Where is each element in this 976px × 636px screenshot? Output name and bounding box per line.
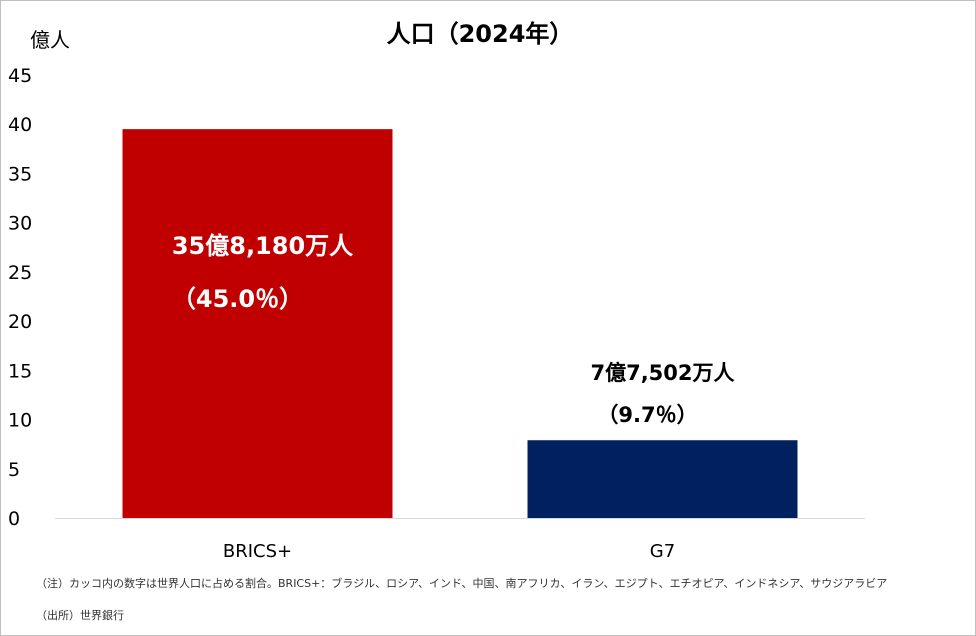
y-tick-label: 20 [8,311,32,333]
data-label-value: 35億8,180万人 [172,232,353,260]
y-tick-label: 35 [8,163,32,185]
category-labels: BRICS+ G7 [223,541,675,562]
bar-g7 [527,440,798,518]
y-tick-label: 45 [8,65,32,87]
data-label-share: （45.0％） [172,285,303,313]
y-tick-label: 15 [8,360,32,382]
source-note: （出所）世界銀行 [36,609,124,622]
y-tick-label: 10 [8,410,32,432]
category-label: G7 [650,541,675,562]
category-label: BRICS+ [223,541,292,562]
data-label-share: （9.7％） [597,403,697,427]
data-label-value: 7億7,502万人 [590,361,734,385]
y-tick-label: 5 [8,459,20,481]
y-tick-label: 0 [8,508,20,530]
data-labels: 35億8,180万人 （45.0％） 7億7,502万人 （9.7％） [172,232,735,427]
y-axis-unit: 億人 [30,28,70,52]
bar-brics [122,129,393,518]
y-tick-label: 30 [8,213,32,235]
footnote: （注）カッコ内の数字は世界人口に占める割合。BRICS+：ブラジル、ロシア、イン… [36,577,888,590]
y-tick-label: 25 [8,262,32,284]
bars [122,129,798,518]
y-axis-ticks: 0 5 10 15 20 25 30 35 40 45 [8,65,32,530]
y-tick-label: 40 [8,114,32,136]
chart-title: 人口（2024年） [387,20,574,48]
